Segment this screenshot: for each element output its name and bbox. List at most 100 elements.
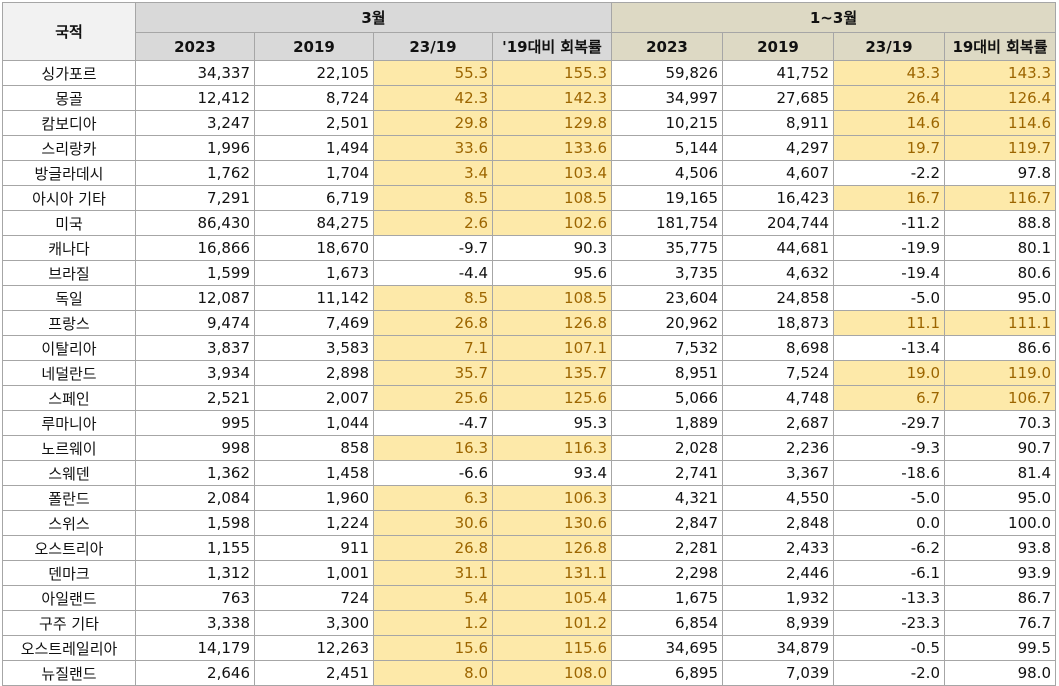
q1-value-cell: 8,698 — [722, 335, 834, 361]
nationality-header: 국적 — [2, 2, 136, 61]
q1-value-cell: 204,744 — [722, 210, 834, 236]
table-row: 싱가포르 34,337 22,105 55.3 155.3 59,826 41,752 43.… — [2, 60, 1056, 86]
q1-value-cell: 34,695 — [611, 635, 723, 661]
q1-value-cell: 81.4 — [944, 460, 1056, 486]
table-row: 스웨덴 1,362 1,458 -6.6 93.4 2,741 3,367 -18.6 81.4 — [2, 460, 1056, 486]
nationality-cell: 구주 기타 — [2, 610, 136, 636]
q1-value-cell: -29.7 — [833, 410, 945, 436]
table-row: 오스트리아 1,155 911 26.8 126.8 2,281 2,433 -6.2 93.8 — [2, 535, 1056, 561]
nationality-cell: 독일 — [2, 285, 136, 311]
q1-value-cell: -5.0 — [833, 485, 945, 511]
nationality-cell: 스페인 — [2, 385, 136, 411]
q1-value-cell: 93.9 — [944, 560, 1056, 586]
q1-value-cell: 8,951 — [611, 360, 723, 386]
q1-value-cell: 114.6 — [944, 110, 1056, 136]
q1-value-cell: 11.1 — [833, 310, 945, 336]
col-header: 23/19 — [833, 32, 945, 61]
march-value-cell: 2,646 — [135, 660, 255, 686]
q1-value-cell: 106.7 — [944, 385, 1056, 411]
q1-value-cell: 14.6 — [833, 110, 945, 136]
table-row: 미국 86,430 84,275 2.6 102.6 181,754 204,744 -11.… — [2, 210, 1056, 236]
march-value-cell: 11,142 — [254, 285, 374, 311]
q1-value-cell: 5,144 — [611, 135, 723, 161]
march-value-cell: 130.6 — [492, 510, 612, 536]
q1-value-cell: -23.3 — [833, 610, 945, 636]
q1-value-cell: -6.2 — [833, 535, 945, 561]
march-value-cell: 95.3 — [492, 410, 612, 436]
table-row: 캐나다 16,866 18,670 -9.7 90.3 35,775 44,681 -19.9… — [2, 235, 1056, 261]
q1-value-cell: 2,687 — [722, 410, 834, 436]
q1-value-cell: -2.0 — [833, 660, 945, 686]
q1-value-cell: 1,932 — [722, 585, 834, 611]
q1-value-cell: 1,675 — [611, 585, 723, 611]
q1-value-cell: -13.3 — [833, 585, 945, 611]
col-header: 2019 — [722, 32, 834, 61]
march-value-cell: 34,337 — [135, 60, 255, 86]
march-value-cell: 106.3 — [492, 485, 612, 511]
march-value-cell: 724 — [254, 585, 374, 611]
nationality-cell: 싱가포르 — [2, 60, 136, 86]
table-row: 방글라데시 1,762 1,704 3.4 103.4 4,506 4,607 -2.2 97.… — [2, 160, 1056, 186]
q1-value-cell: 80.6 — [944, 260, 1056, 286]
march-value-cell: 12,263 — [254, 635, 374, 661]
march-value-cell: 55.3 — [373, 60, 493, 86]
q1-value-cell: -0.5 — [833, 635, 945, 661]
q1-value-cell: 6.7 — [833, 385, 945, 411]
q1-value-cell: 80.1 — [944, 235, 1056, 261]
group-header-march: 3월 — [135, 2, 612, 33]
table-row: 네덜란드 3,934 2,898 35.7 135.7 8,951 7,524 19.0 119… — [2, 360, 1056, 386]
q1-value-cell: 19.0 — [833, 360, 945, 386]
table-row: 덴마크 1,312 1,001 31.1 131.1 2,298 2,446 -6.1 93.9 — [2, 560, 1056, 586]
q1-value-cell: 4,297 — [722, 135, 834, 161]
q1-value-cell: 10,215 — [611, 110, 723, 136]
nationality-cell: 스리랑카 — [2, 135, 136, 161]
march-value-cell: 7,469 — [254, 310, 374, 336]
table-row: 루마니아 995 1,044 -4.7 95.3 1,889 2,687 -29.7 70.3 — [2, 410, 1056, 436]
march-value-cell: 14,179 — [135, 635, 255, 661]
nationality-cell: 캐나다 — [2, 235, 136, 261]
march-value-cell: 7,291 — [135, 185, 255, 211]
march-value-cell: 86,430 — [135, 210, 255, 236]
nationality-cell: 프랑스 — [2, 310, 136, 336]
q1-value-cell: 7,524 — [722, 360, 834, 386]
march-value-cell: 3,837 — [135, 335, 255, 361]
q1-value-cell: 98.0 — [944, 660, 1056, 686]
march-value-cell: 3,583 — [254, 335, 374, 361]
march-value-cell: 84,275 — [254, 210, 374, 236]
col-header: '19대비 회복률 — [492, 32, 612, 61]
q1-value-cell: 4,550 — [722, 485, 834, 511]
march-value-cell: -6.6 — [373, 460, 493, 486]
q1-value-cell: 23,604 — [611, 285, 723, 311]
march-value-cell: 6.3 — [373, 485, 493, 511]
march-value-cell: 1,960 — [254, 485, 374, 511]
table-body: 싱가포르 34,337 22,105 55.3 155.3 59,826 41,752 43.… — [2, 60, 1056, 686]
q1-value-cell: 126.4 — [944, 85, 1056, 111]
q1-value-cell: 2,236 — [722, 435, 834, 461]
q1-value-cell: 3,735 — [611, 260, 723, 286]
march-value-cell: 1,458 — [254, 460, 374, 486]
nationality-cell: 폴란드 — [2, 485, 136, 511]
q1-value-cell: 7,532 — [611, 335, 723, 361]
march-value-cell: 998 — [135, 435, 255, 461]
march-value-cell: 93.4 — [492, 460, 612, 486]
nationality-cell: 노르웨이 — [2, 435, 136, 461]
march-value-cell: 102.6 — [492, 210, 612, 236]
q1-value-cell: 2,298 — [611, 560, 723, 586]
nationality-cell: 아일랜드 — [2, 585, 136, 611]
march-value-cell: 107.1 — [492, 335, 612, 361]
march-value-cell: 1,362 — [135, 460, 255, 486]
table-row: 캄보디아 3,247 2,501 29.8 129.8 10,215 8,911 14.6 11… — [2, 110, 1056, 136]
q1-value-cell: -11.2 — [833, 210, 945, 236]
nationality-cell: 뉴질랜드 — [2, 660, 136, 686]
q1-value-cell: 24,858 — [722, 285, 834, 311]
march-value-cell: 16,866 — [135, 235, 255, 261]
table-row: 몽골 12,412 8,724 42.3 142.3 34,997 27,685 26.4 12… — [2, 85, 1056, 111]
march-value-cell: 911 — [254, 535, 374, 561]
q1-value-cell: 70.3 — [944, 410, 1056, 436]
q1-value-cell: 5,066 — [611, 385, 723, 411]
march-value-cell: 125.6 — [492, 385, 612, 411]
march-value-cell: 16.3 — [373, 435, 493, 461]
q1-value-cell: 8,939 — [722, 610, 834, 636]
col-header: 19대비 회복률 — [944, 32, 1056, 61]
q1-value-cell: -13.4 — [833, 335, 945, 361]
